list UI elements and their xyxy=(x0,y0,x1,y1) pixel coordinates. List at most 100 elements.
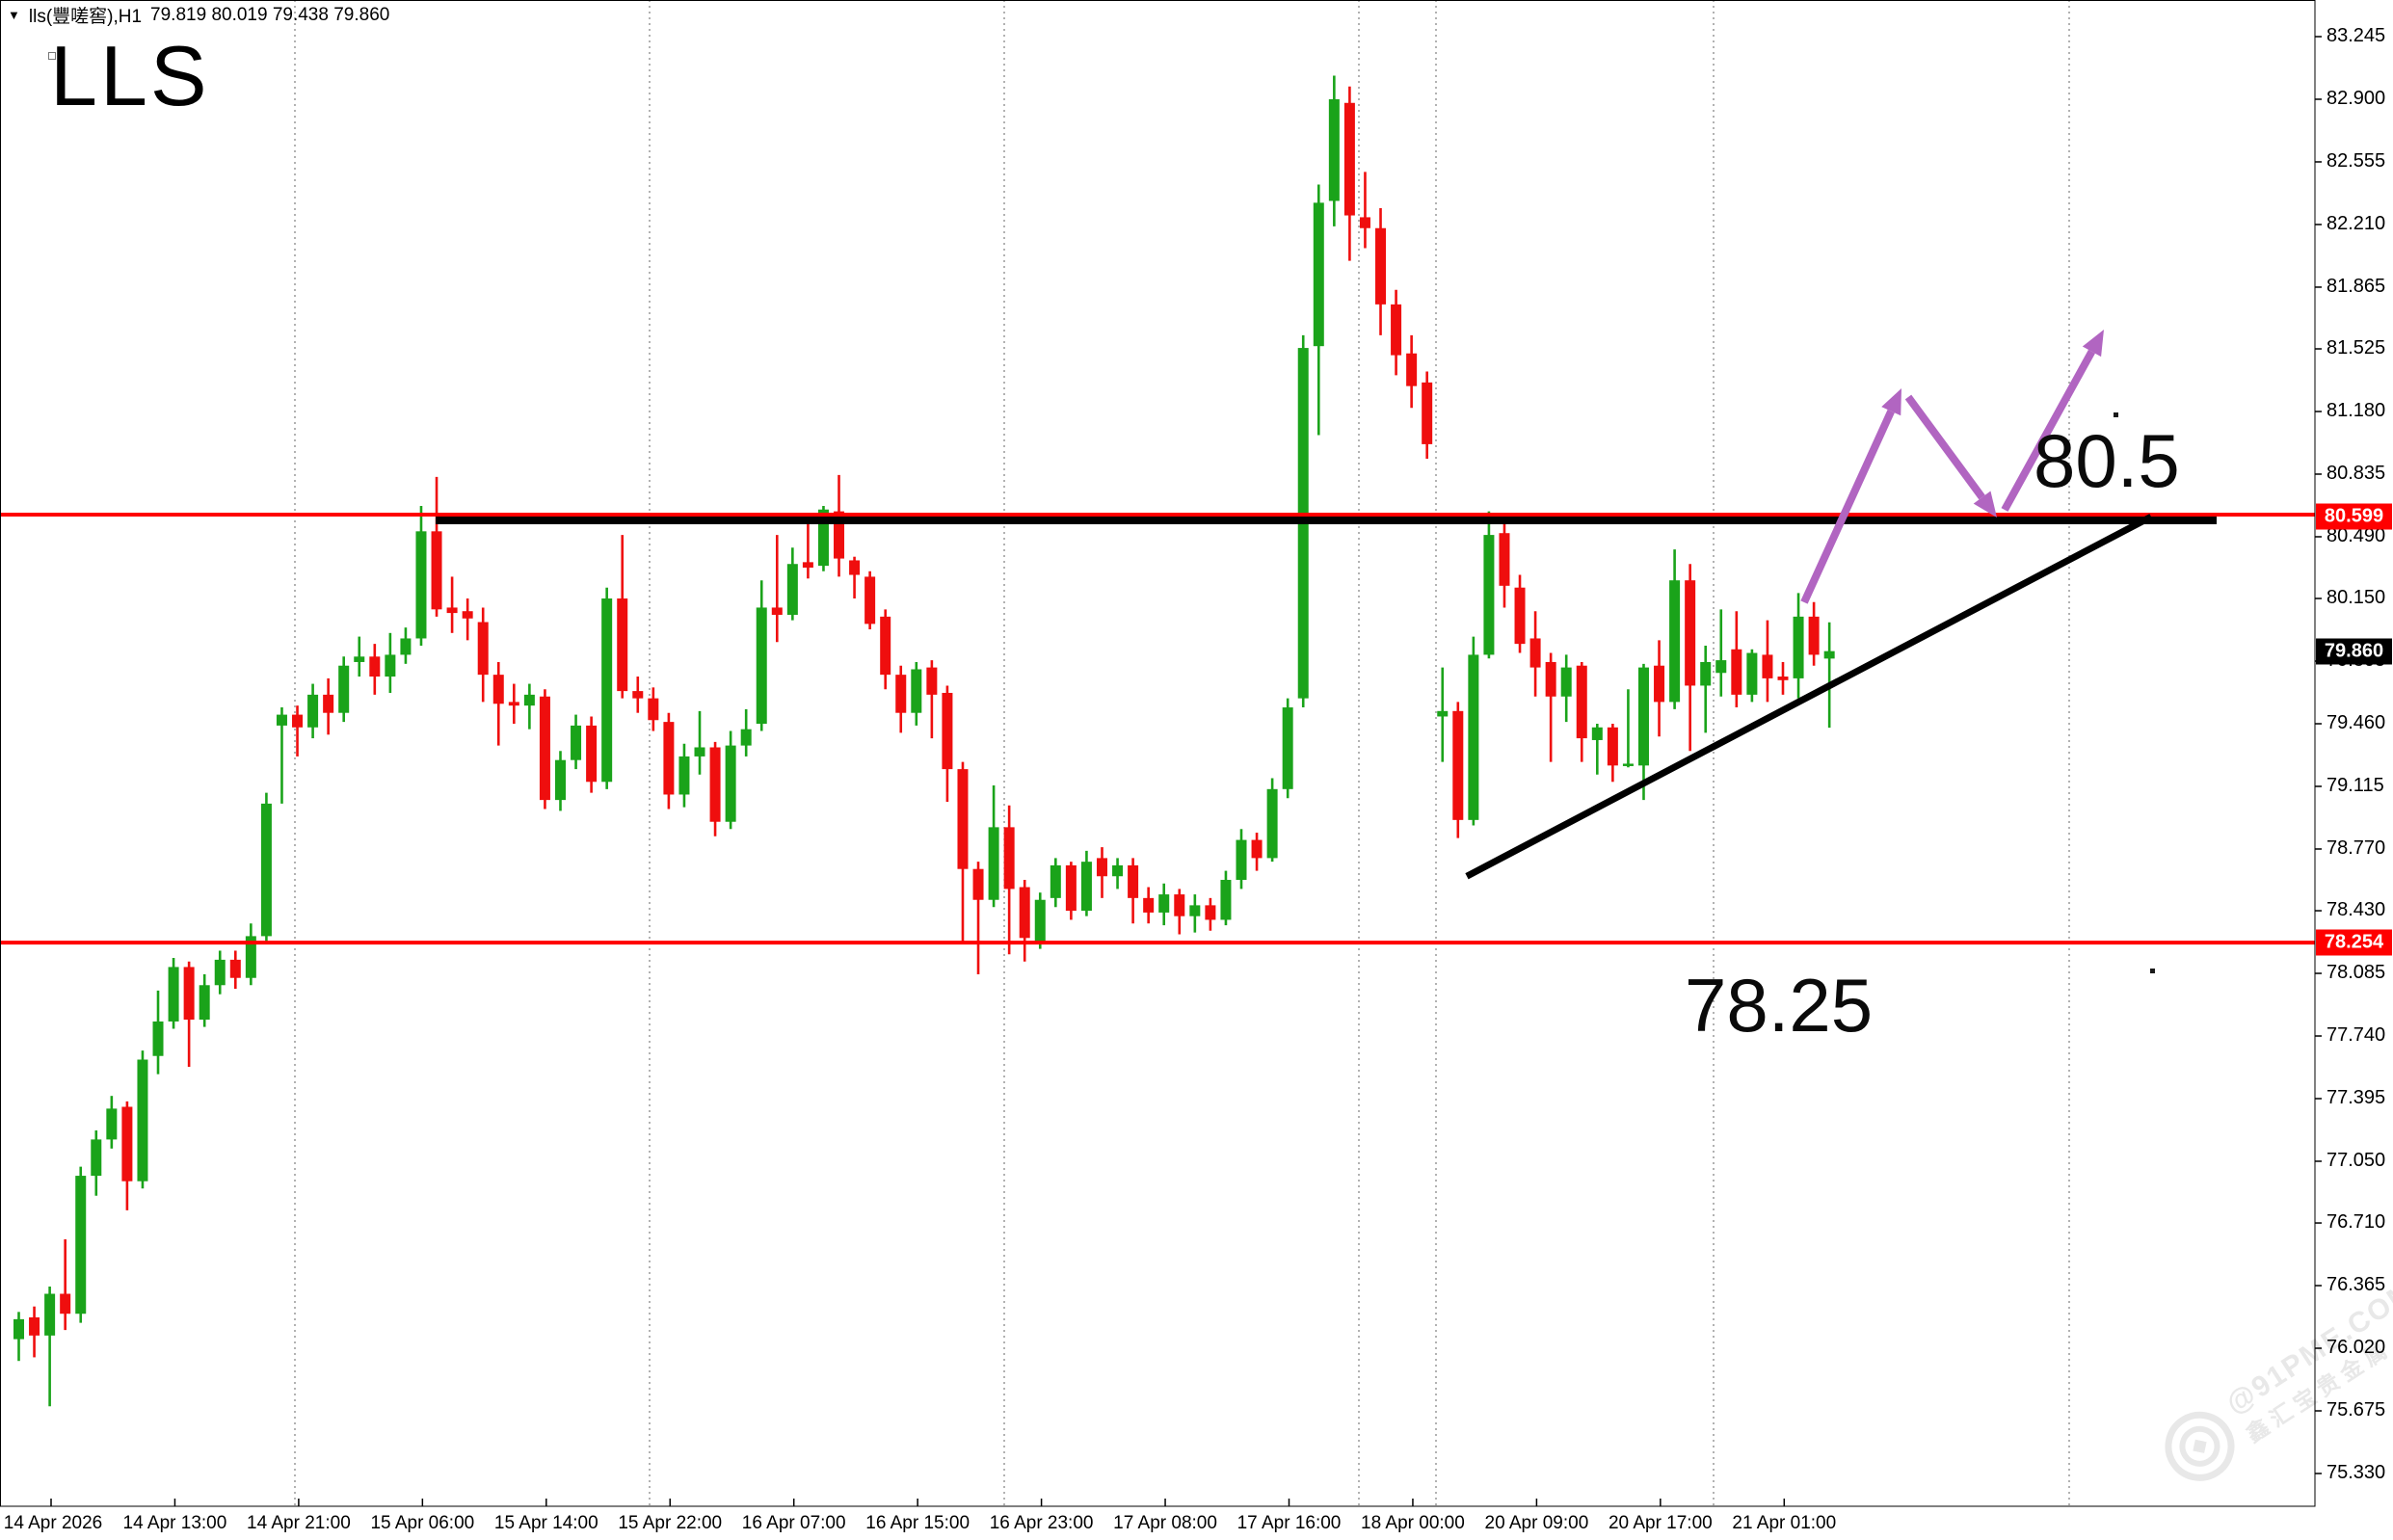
candle xyxy=(1065,864,1077,912)
price-axis-label: 78.430 xyxy=(2327,899,2386,921)
candle xyxy=(1576,665,1587,739)
time-axis-label: 14 Apr 13:00 xyxy=(122,1513,227,1533)
candle xyxy=(1050,864,1061,898)
candle xyxy=(1143,897,1155,913)
candle xyxy=(1328,98,1340,201)
candle xyxy=(1808,616,1820,655)
candle xyxy=(1823,651,1835,659)
candle xyxy=(802,562,813,569)
price-axis-label: 78.770 xyxy=(2327,836,2386,859)
anchor-dot xyxy=(2114,412,2118,417)
candle xyxy=(137,1059,148,1182)
time-axis-label: 14 Apr 21:00 xyxy=(247,1513,351,1533)
projection-arrow[interactable] xyxy=(1904,394,1985,500)
candle xyxy=(1746,652,1758,695)
time-axis-label: 21 Apr 01:00 xyxy=(1732,1513,1837,1533)
candle xyxy=(369,656,381,677)
candle xyxy=(13,1318,24,1340)
candle xyxy=(880,616,891,676)
candle xyxy=(1282,707,1293,789)
candle xyxy=(694,747,705,757)
candle xyxy=(1715,660,1727,674)
candle xyxy=(1622,763,1634,766)
candle xyxy=(1375,227,1387,305)
ascending-trendline[interactable] xyxy=(1465,514,2153,880)
chart-title-bar: ▼ lls(豐嗟窖),H1 79.819 80.019 79.438 79.86… xyxy=(8,2,389,28)
candle xyxy=(554,759,566,801)
time-axis-label: 15 Apr 22:00 xyxy=(618,1513,723,1533)
price-badge: 78.254 xyxy=(2316,929,2392,956)
candle xyxy=(477,622,489,676)
candle xyxy=(183,967,195,1021)
projection-arrowhead-icon xyxy=(1973,491,1997,518)
price-axis-label: 81.865 xyxy=(2327,275,2386,297)
symbol-title: lls(豐嗟窖),H1 xyxy=(28,7,143,27)
candle xyxy=(972,868,984,900)
price-axis-label: 77.395 xyxy=(2327,1087,2386,1108)
price-axis-label: 82.900 xyxy=(2327,87,2386,109)
projection-arrow[interactable] xyxy=(2001,349,2095,512)
candle xyxy=(446,607,458,614)
candle xyxy=(817,509,829,567)
candle xyxy=(1777,677,1789,680)
candle xyxy=(1654,665,1665,703)
support-price-label[interactable]: 78.25 xyxy=(1685,963,1874,1048)
price-axis-label: 81.180 xyxy=(2327,399,2386,421)
candle xyxy=(1096,858,1107,877)
candle xyxy=(29,1316,40,1336)
price-axis-label: 75.675 xyxy=(2327,1399,2386,1421)
time-axis-label: 17 Apr 16:00 xyxy=(1236,1513,1342,1533)
time-axis-label: 17 Apr 08:00 xyxy=(1113,1513,1217,1533)
projection-arrow[interactable] xyxy=(1800,410,1895,604)
candle xyxy=(586,725,598,783)
candle xyxy=(786,564,798,615)
candle xyxy=(1483,535,1495,655)
price-axis-label: 78.085 xyxy=(2327,962,2386,984)
candle xyxy=(1731,649,1742,695)
candle xyxy=(1529,638,1541,668)
candle xyxy=(648,698,659,721)
price-axis-label: 76.710 xyxy=(2327,1211,2386,1234)
candle xyxy=(1762,654,1773,678)
projection-arrowhead-icon xyxy=(1881,388,1901,416)
candle xyxy=(864,576,876,624)
time-axis-label: 16 Apr 23:00 xyxy=(989,1513,1094,1533)
plot-border xyxy=(0,0,2316,1507)
candle xyxy=(1422,382,1433,444)
ohlc-readout: 79.819 80.019 79.438 79.860 xyxy=(150,4,390,25)
candle xyxy=(1452,710,1464,820)
resistance-price-label[interactable]: 80.5 xyxy=(2034,418,2180,503)
candle xyxy=(1560,667,1572,697)
symbol-dropdown-icon[interactable]: ▼ xyxy=(8,8,20,22)
candle xyxy=(508,702,519,706)
candle xyxy=(1545,661,1556,697)
time-axis-label: 14 Apr 2026 xyxy=(3,1513,103,1533)
price-axis-label: 79.460 xyxy=(2327,712,2386,733)
candle xyxy=(1637,667,1649,766)
candle xyxy=(1700,661,1712,686)
price-axis-label: 82.210 xyxy=(2327,212,2386,234)
candle xyxy=(1128,864,1139,898)
candle xyxy=(1514,587,1526,645)
candle xyxy=(1437,710,1449,717)
price-axis-label: 76.365 xyxy=(2327,1274,2386,1296)
candle xyxy=(926,667,938,695)
candle xyxy=(1205,905,1216,920)
candle xyxy=(44,1293,56,1336)
time-axis-label: 15 Apr 06:00 xyxy=(370,1513,475,1533)
time-axis-label: 18 Apr 00:00 xyxy=(1361,1513,1465,1533)
candle xyxy=(756,607,767,725)
candle xyxy=(168,967,179,1022)
candle xyxy=(431,531,442,610)
candle xyxy=(709,747,721,822)
candle xyxy=(1003,827,1015,889)
candle xyxy=(1034,899,1046,943)
time-axis-label: 20 Apr 09:00 xyxy=(1484,1513,1589,1533)
object-anchor-square[interactable] xyxy=(48,52,56,60)
candle xyxy=(229,959,241,978)
candle xyxy=(1080,862,1092,912)
price-badge: 80.599 xyxy=(2316,503,2392,530)
candle xyxy=(942,692,953,770)
